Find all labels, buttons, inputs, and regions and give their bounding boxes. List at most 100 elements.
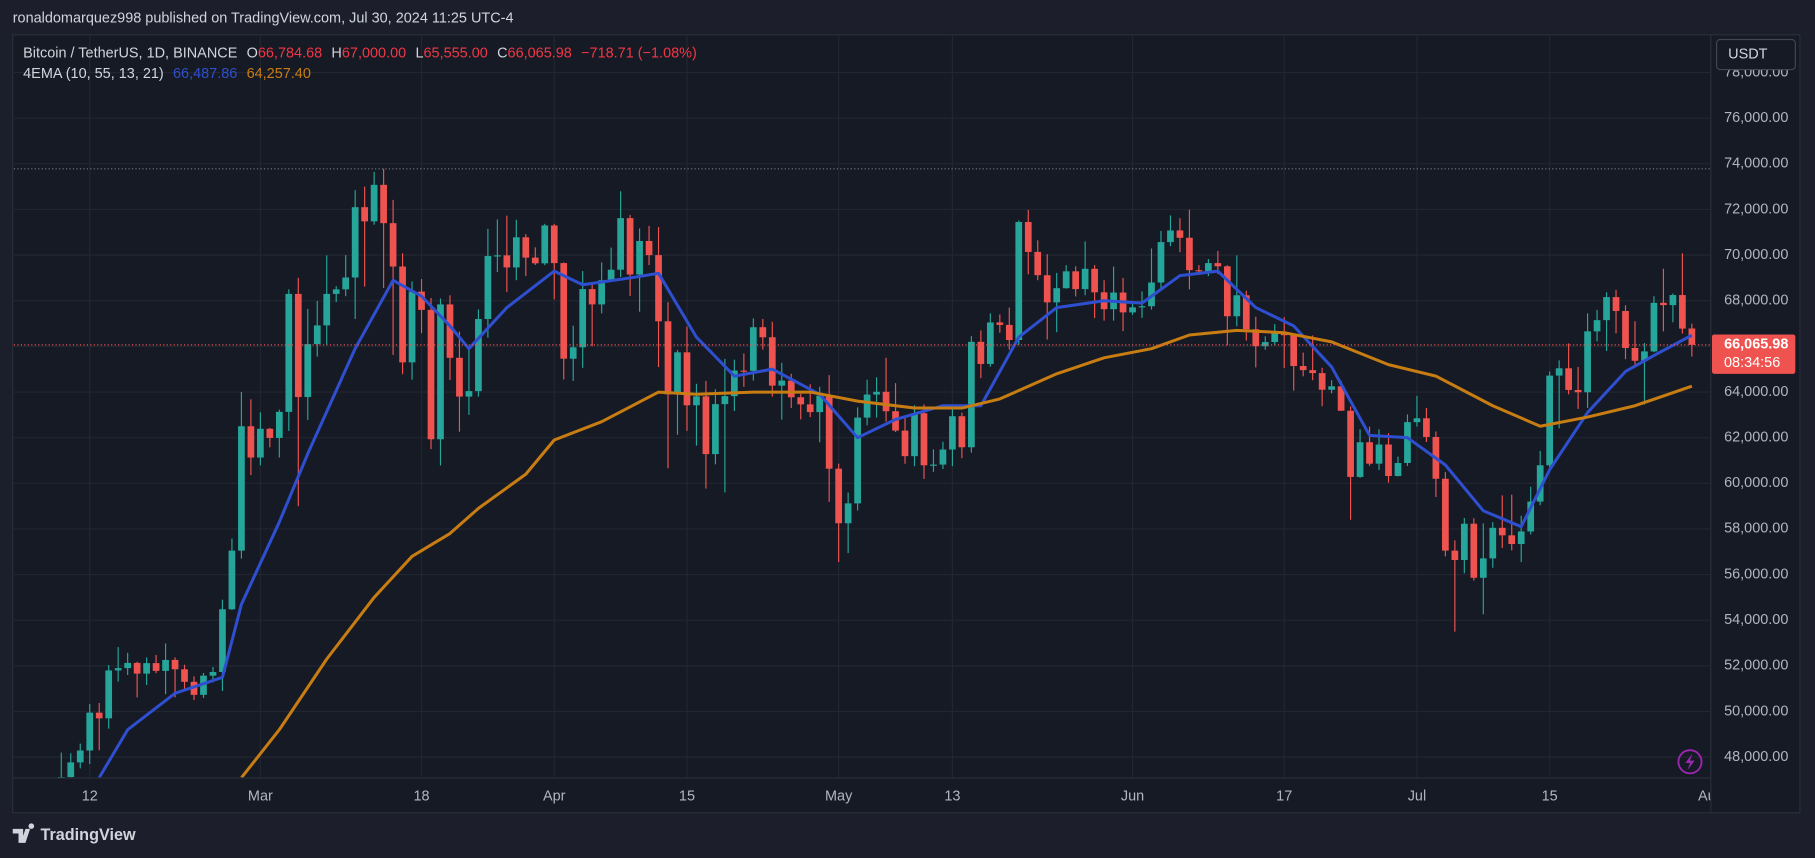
candle-body: [1223, 266, 1231, 317]
candle-body: [1252, 329, 1260, 347]
candle-body: [674, 352, 681, 395]
candle-body: [1660, 302, 1667, 306]
candle-body: [968, 341, 975, 448]
candle-body: [1394, 462, 1402, 477]
y-tick-label: 76,000.00: [1724, 110, 1788, 126]
legend-indicator: 4EMA (10, 55, 13, 21) 66,487.86 64,257.40: [23, 66, 311, 82]
candle-body: [617, 218, 624, 270]
candle-body: [1489, 527, 1497, 559]
candle-body: [1451, 550, 1459, 560]
candle-body: [1498, 527, 1506, 536]
candle-body: [702, 396, 710, 455]
candle-body: [1195, 270, 1203, 272]
candle-body: [133, 662, 141, 674]
candle-body: [1631, 347, 1639, 361]
candle-body: [1167, 230, 1174, 243]
candle-body: [1385, 444, 1392, 477]
candle-body: [560, 263, 568, 359]
candle-body: [1214, 263, 1222, 267]
candle-body: [494, 255, 501, 257]
ohlc-key: O: [247, 45, 258, 61]
x-tick-label: 17: [1276, 788, 1292, 804]
last-price-box: [1711, 334, 1796, 374]
candle-body: [1641, 351, 1648, 361]
candle-body: [1565, 368, 1572, 390]
candle-body: [1261, 342, 1269, 347]
candle-body: [456, 357, 463, 397]
candle-body: [181, 669, 188, 682]
candle-body: [1517, 531, 1525, 545]
candle-body: [228, 550, 236, 610]
alert-bolt: [1685, 753, 1695, 770]
candle-body: [1423, 418, 1430, 437]
ema-line: [97, 269, 1693, 778]
candle-body: [949, 416, 956, 450]
candle-body: [1679, 295, 1686, 329]
candle-body: [1309, 370, 1317, 374]
candle-body: [351, 207, 359, 278]
candle-body: [1015, 222, 1023, 341]
candle-body: [475, 319, 482, 392]
candle-body: [361, 207, 369, 222]
y-tick-label: 52,000.00: [1724, 658, 1788, 674]
candle-body: [380, 184, 387, 224]
candle-body: [1186, 237, 1193, 271]
candle-body: [1242, 295, 1250, 330]
candle-body: [76, 750, 84, 763]
symbol: Bitcoin / TetherUS, 1D, BINANCE: [23, 45, 238, 61]
candle-body: [655, 255, 662, 322]
x-tick-label: Jun: [1121, 788, 1144, 804]
candle-body: [266, 428, 274, 438]
y-tick-label: 50,000.00: [1724, 703, 1788, 719]
candle-body: [1005, 324, 1013, 341]
candle-body: [332, 289, 340, 294]
candle-body: [768, 337, 776, 386]
candle-body: [1091, 268, 1098, 293]
brand-logo: [12, 823, 35, 843]
plot-area: [13, 34, 1711, 778]
candle-body: [342, 277, 350, 290]
candle-body: [835, 468, 843, 524]
candle-body: [911, 413, 918, 457]
y-tick-label: 60,000.00: [1724, 475, 1788, 491]
candle-body: [1460, 523, 1468, 560]
candle-body: [1508, 535, 1516, 545]
candle-body: [531, 257, 539, 264]
ohlc-key: C: [497, 45, 507, 61]
candle-body: [86, 712, 94, 751]
candle-body: [1546, 375, 1554, 466]
candle-body: [323, 293, 331, 326]
candle-body: [1593, 320, 1601, 332]
candle-body: [721, 396, 729, 405]
y-tick-label: 56,000.00: [1724, 566, 1788, 582]
candle-body: [1318, 373, 1326, 390]
attribution: ronaldomarquez998 published on TradingVi…: [13, 10, 514, 26]
x-tick-label: 12: [82, 788, 98, 804]
candle-body: [1404, 422, 1411, 463]
candle-body: [114, 668, 122, 671]
currency-box: [1716, 38, 1796, 71]
candle-body: [1356, 442, 1364, 477]
candle-body: [247, 426, 255, 458]
candle-body: [370, 184, 378, 222]
candle-body: [683, 352, 691, 406]
candle-body: [1366, 442, 1373, 464]
candle-body: [1176, 230, 1184, 238]
candle-body: [778, 380, 786, 386]
candle-body: [901, 430, 909, 457]
change: −718.71 (−1.08%): [581, 45, 697, 61]
candle-body: [1470, 523, 1478, 578]
candle-body: [67, 762, 75, 777]
ema-value: 66,487.86: [173, 66, 237, 82]
candle-body: [152, 663, 160, 671]
candle-body: [1375, 444, 1383, 464]
candle-body: [399, 266, 406, 363]
y-tick-label: 72,000.00: [1724, 201, 1788, 217]
y-tick-label: 68,000.00: [1724, 293, 1788, 309]
candle-body: [95, 712, 103, 719]
candle-body: [731, 370, 738, 397]
candle-body: [1299, 366, 1307, 371]
candle-body: [797, 397, 805, 405]
candle-body: [759, 327, 767, 338]
